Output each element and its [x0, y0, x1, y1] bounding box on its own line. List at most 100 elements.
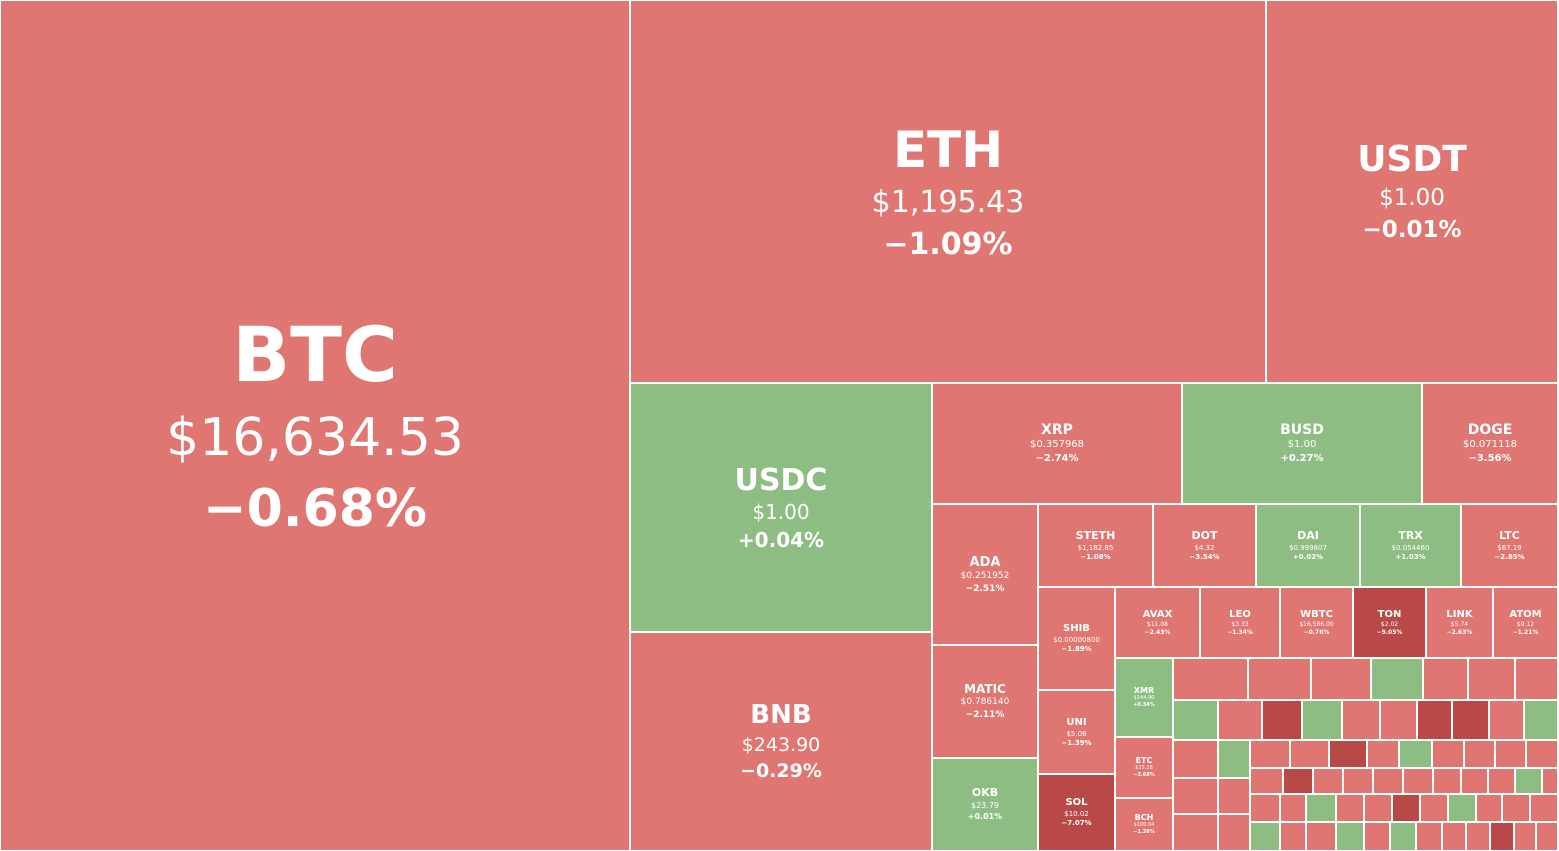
tile-small-coin[interactable] [1466, 822, 1490, 851]
tile-small-coin[interactable] [1342, 700, 1380, 740]
tile-small-coin[interactable] [1403, 768, 1433, 794]
tile-small-coin[interactable] [1442, 822, 1466, 851]
tile-dot[interactable]: DOT $4.32 −3.54% [1153, 504, 1256, 587]
tile-uni[interactable]: UNI $5.08 −1.39% [1038, 690, 1115, 774]
tile-small-coin[interactable] [1173, 700, 1218, 740]
tile-small-coin[interactable] [1313, 768, 1343, 794]
tile-bch[interactable]: BCH $100.04 −1.38% [1115, 798, 1173, 851]
tile-eth[interactable]: ETH $1,195.43 −1.09% [630, 0, 1266, 383]
tile-wbtc[interactable]: WBTC $16,586.00 −0.76% [1280, 587, 1353, 658]
tile-small-coin[interactable] [1417, 700, 1452, 740]
tile-small-coin[interactable] [1392, 794, 1420, 822]
tile-atom[interactable]: ATOM $9.12 −1.21% [1493, 587, 1558, 658]
tile-avax[interactable]: AVAX $11.08 −2.43% [1115, 587, 1200, 658]
tile-small-coin[interactable] [1416, 822, 1442, 851]
tile-xrp[interactable]: XRP $0.357968 −2.74% [932, 383, 1182, 504]
tile-small-coin[interactable] [1280, 822, 1306, 851]
tile-busd[interactable]: BUSD $1.00 +0.27% [1182, 383, 1422, 504]
tile-small-coin[interactable] [1489, 700, 1524, 740]
tile-small-coin[interactable] [1302, 700, 1342, 740]
tile-change: −0.68% [203, 479, 427, 540]
tile-small-coin[interactable] [1218, 740, 1250, 778]
tile-small-coin[interactable] [1364, 822, 1390, 851]
tile-small-coin[interactable] [1468, 658, 1515, 700]
tile-xmr[interactable]: XMR $144.90 +0.34% [1115, 658, 1173, 737]
tile-okb[interactable]: OKB $23.79 +0.01% [932, 758, 1038, 851]
tile-matic[interactable]: MATIC $0.786140 −2.11% [932, 645, 1038, 758]
tile-usdt[interactable]: USDT $1.00 −0.01% [1266, 0, 1558, 383]
tile-bnb[interactable]: BNB $243.90 −0.29% [630, 632, 932, 851]
tile-small-coin[interactable] [1432, 740, 1464, 768]
tile-small-coin[interactable] [1218, 778, 1250, 814]
tile-small-coin[interactable] [1306, 794, 1336, 822]
tile-small-coin[interactable] [1218, 814, 1250, 851]
tile-symbol: BTC [232, 310, 398, 400]
tile-small-coin[interactable] [1250, 794, 1280, 822]
tile-shib[interactable]: SHIB $0.00000800 −1.89% [1038, 587, 1115, 690]
tile-small-coin[interactable] [1495, 740, 1526, 768]
tile-small-coin[interactable] [1488, 768, 1515, 794]
tile-ton[interactable]: TON $2.02 −9.05% [1353, 587, 1426, 658]
tile-small-coin[interactable] [1364, 794, 1392, 822]
tile-small-coin[interactable] [1526, 740, 1558, 768]
tile-link[interactable]: LINK $5.74 −2.63% [1426, 587, 1493, 658]
tile-small-coin[interactable] [1433, 768, 1461, 794]
tile-small-coin[interactable] [1380, 700, 1417, 740]
tile-small-coin[interactable] [1399, 740, 1432, 768]
tile-small-coin[interactable] [1250, 822, 1280, 851]
tile-ltc[interactable]: LTC $67.19 −2.85% [1461, 504, 1558, 587]
tile-small-coin[interactable] [1248, 658, 1311, 700]
tile-small-coin[interactable] [1329, 740, 1367, 768]
tile-small-coin[interactable] [1515, 768, 1542, 794]
tile-small-coin[interactable] [1420, 794, 1448, 822]
tile-small-coin[interactable] [1173, 658, 1248, 700]
tile-btc[interactable]: BTC $16,634.53 −0.68% [0, 0, 630, 851]
tile-small-coin[interactable] [1173, 740, 1218, 778]
tile-small-coin[interactable] [1336, 822, 1364, 851]
tile-small-coin[interactable] [1530, 794, 1558, 822]
tile-etc[interactable]: ETC $15.28 −3.68% [1115, 737, 1173, 798]
tile-small-coin[interactable] [1311, 658, 1371, 700]
tile-small-coin[interactable] [1390, 822, 1416, 851]
tile-usdc[interactable]: USDC $1.00 +0.04% [630, 383, 932, 632]
tile-small-coin[interactable] [1464, 740, 1495, 768]
tile-doge[interactable]: DOGE $0.071118 −3.56% [1422, 383, 1558, 504]
tile-small-coin[interactable] [1423, 658, 1468, 700]
tile-small-coin[interactable] [1367, 740, 1399, 768]
tile-small-coin[interactable] [1343, 768, 1373, 794]
tile-small-coin[interactable] [1542, 768, 1558, 794]
tile-ada[interactable]: ADA $0.251952 −2.51% [932, 504, 1038, 645]
tile-small-coin[interactable] [1490, 822, 1514, 851]
tile-small-coin[interactable] [1173, 778, 1218, 814]
tile-small-coin[interactable] [1373, 768, 1403, 794]
tile-small-coin[interactable] [1536, 822, 1558, 851]
tile-small-coin[interactable] [1452, 700, 1489, 740]
tile-small-coin[interactable] [1290, 740, 1329, 768]
tile-change: −1.21% [1512, 629, 1539, 637]
tile-small-coin[interactable] [1262, 700, 1302, 740]
tile-small-coin[interactable] [1306, 822, 1336, 851]
tile-small-coin[interactable] [1371, 658, 1423, 700]
tile-small-coin[interactable] [1515, 658, 1558, 700]
tile-small-coin[interactable] [1524, 700, 1558, 740]
tile-small-coin[interactable] [1250, 740, 1290, 768]
tile-trx[interactable]: TRX $0.054460 +1.03% [1360, 504, 1461, 587]
tile-small-coin[interactable] [1250, 768, 1283, 794]
tile-small-coin[interactable] [1514, 822, 1536, 851]
tile-leo[interactable]: LEO $3.33 −1.34% [1200, 587, 1280, 658]
tile-steth[interactable]: STETH $1,182.85 −1.08% [1038, 504, 1153, 587]
tile-small-coin[interactable] [1502, 794, 1530, 822]
tile-small-coin[interactable] [1336, 794, 1364, 822]
tile-small-coin[interactable] [1461, 768, 1488, 794]
tile-sol[interactable]: SOL $10.02 −7.07% [1038, 774, 1115, 851]
tile-small-coin[interactable] [1173, 814, 1218, 851]
tile-small-coin[interactable] [1283, 768, 1313, 794]
tile-symbol: WBTC [1300, 608, 1333, 620]
tile-small-coin[interactable] [1280, 794, 1306, 822]
tile-symbol: TON [1377, 608, 1402, 620]
tile-small-coin[interactable] [1476, 794, 1502, 822]
tile-small-coin[interactable] [1218, 700, 1262, 740]
tile-symbol: SOL [1065, 797, 1088, 809]
tile-dai[interactable]: DAI $0.999807 +0.02% [1256, 504, 1360, 587]
tile-small-coin[interactable] [1448, 794, 1476, 822]
